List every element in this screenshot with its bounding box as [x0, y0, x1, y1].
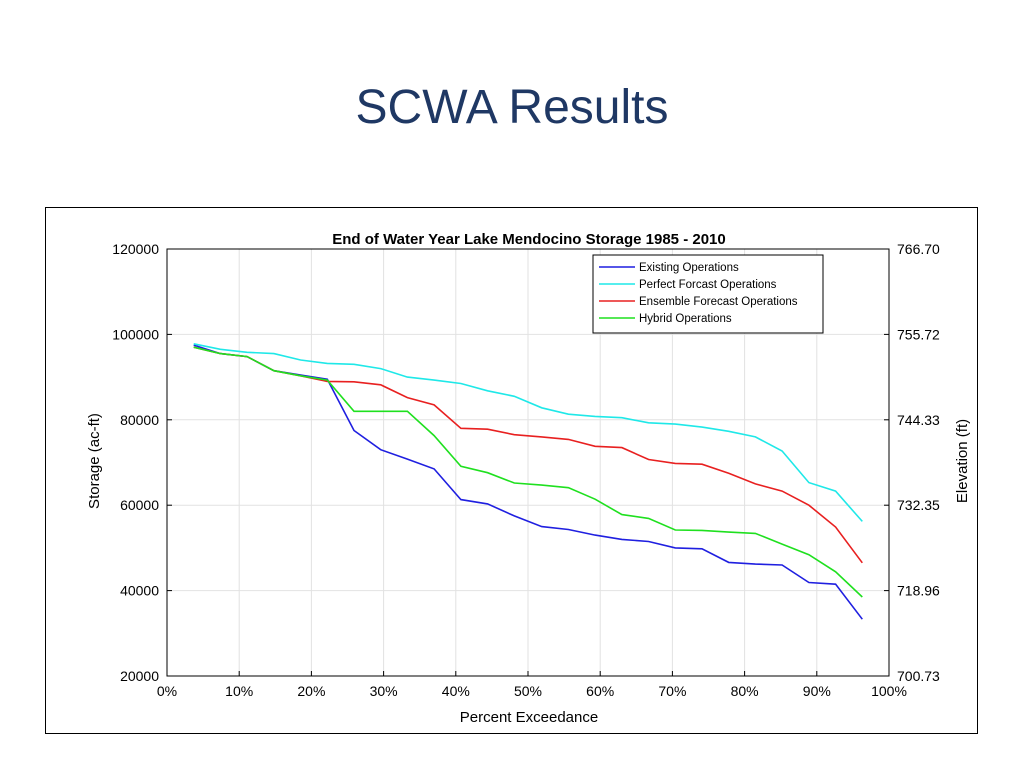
y-right-tick-label: 755.72 [897, 326, 940, 342]
x-tick-label: 0% [157, 683, 177, 699]
y-tick-label: 100000 [112, 326, 159, 342]
x-axis-label: Percent Exceedance [460, 709, 598, 726]
legend-label: Ensemble Forecast Operations [639, 296, 798, 308]
line-chart: End of Water Year Lake Mendocino Storage… [86, 231, 971, 726]
legend: Existing Operations Perfect Forcast Opera… [592, 254, 824, 334]
x-tick-label: 10% [225, 683, 253, 699]
x-tick-label: 30% [370, 683, 398, 699]
y-tick-label: 120000 [112, 241, 159, 257]
y-right-tick-label: 718.96 [897, 583, 940, 599]
y-right-tick-label: 700.73 [897, 668, 940, 684]
ticks: 0% 10% 20% 30% 40% 50% 60% 70% 80% 90% 100% 20000 70… [112, 241, 940, 699]
series-line [193, 344, 863, 620]
x-tick-label: 20% [297, 683, 325, 699]
x-tick-label: 40% [442, 683, 470, 699]
legend-label: Perfect Forcast Operations [639, 279, 777, 291]
x-tick-label: 60% [586, 683, 614, 699]
x-tick-label: 100% [871, 683, 907, 699]
x-tick-label: 90% [803, 683, 831, 699]
slide-title: SCWA Results [355, 81, 669, 134]
chart-frame: End of Water Year Lake Mendocino Storage… [45, 207, 978, 734]
chart-title: End of Water Year Lake Mendocino Storage… [332, 231, 725, 248]
series-lines [193, 343, 863, 620]
y-axis-right-label: Elevation (ft) [954, 419, 971, 503]
y-right-tick-label: 732.35 [897, 497, 940, 513]
x-tick-label: 50% [514, 683, 542, 699]
y-tick-label: 20000 [120, 668, 159, 684]
series-line [193, 343, 863, 522]
legend-label: Existing Operations [639, 262, 739, 274]
y-tick-label: 60000 [120, 497, 159, 513]
x-tick-label: 80% [731, 683, 759, 699]
y-right-tick-label: 766.70 [897, 241, 940, 257]
legend-box [592, 254, 824, 334]
x-tick-label: 70% [658, 683, 686, 699]
series-line [193, 346, 863, 598]
y-tick-label: 40000 [120, 583, 159, 599]
legend-label: Hybrid Operations [639, 313, 732, 325]
y-axis-label: Storage (ac-ft) [86, 413, 103, 509]
y-right-tick-label: 744.33 [897, 412, 940, 428]
y-tick-label: 80000 [120, 412, 159, 428]
